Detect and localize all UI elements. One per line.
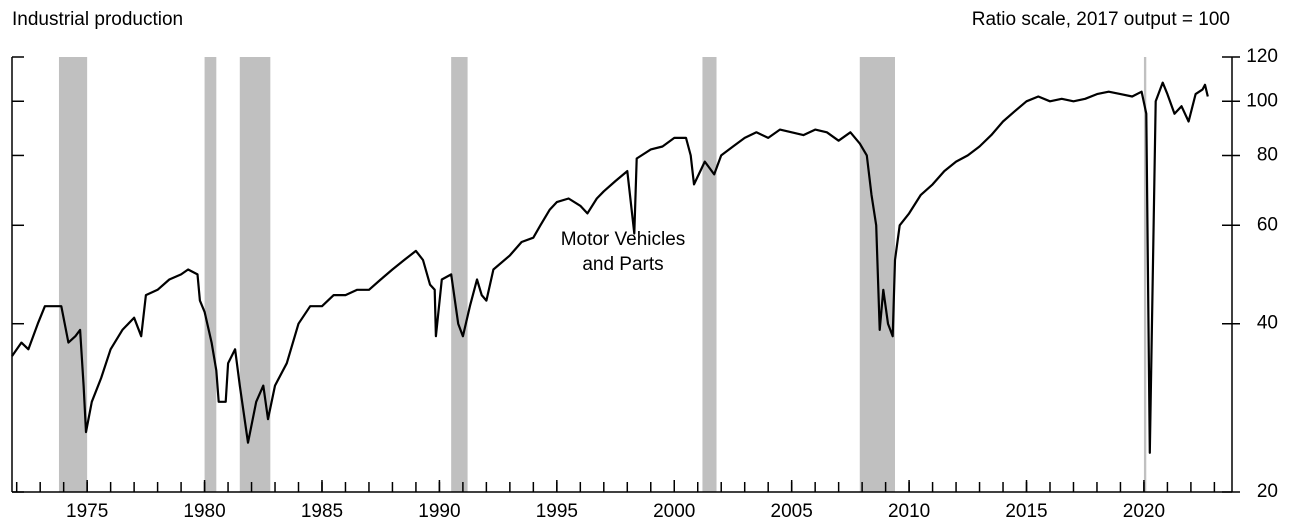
x-tick-label: 2000 xyxy=(653,501,695,522)
annotation: and Parts xyxy=(582,254,663,275)
x-tick-label: 1995 xyxy=(536,501,578,522)
recession-band xyxy=(204,57,217,492)
y-tick-label: 100 xyxy=(1246,90,1278,111)
y-tick-label: 80 xyxy=(1257,144,1278,165)
chart-title: Industrial production xyxy=(12,9,183,30)
x-tick-label: 2020 xyxy=(1123,501,1165,522)
annotation: Motor Vehicles xyxy=(561,229,686,250)
x-tick-label: 1975 xyxy=(66,501,108,522)
data-line xyxy=(11,81,1209,454)
recession-band xyxy=(451,57,468,492)
recession-band xyxy=(239,57,271,492)
y-tick-label: 40 xyxy=(1257,313,1278,334)
x-tick-label: 2015 xyxy=(1005,501,1047,522)
x-tick-label: 2005 xyxy=(771,501,813,522)
x-tick-label: 1990 xyxy=(418,501,460,522)
chart-subtitle: Ratio scale, 2017 output = 100 xyxy=(972,9,1230,30)
recession-band xyxy=(702,57,717,492)
x-tick-label: 1985 xyxy=(301,501,343,522)
x-tick-label: 1980 xyxy=(183,501,225,522)
recession-band xyxy=(58,57,88,492)
y-tick-label: 60 xyxy=(1257,214,1278,235)
y-tick-label: 20 xyxy=(1257,481,1278,502)
y-tick-label: 120 xyxy=(1246,46,1278,67)
x-tick-label: 2010 xyxy=(888,501,930,522)
recession-band xyxy=(1143,57,1147,492)
